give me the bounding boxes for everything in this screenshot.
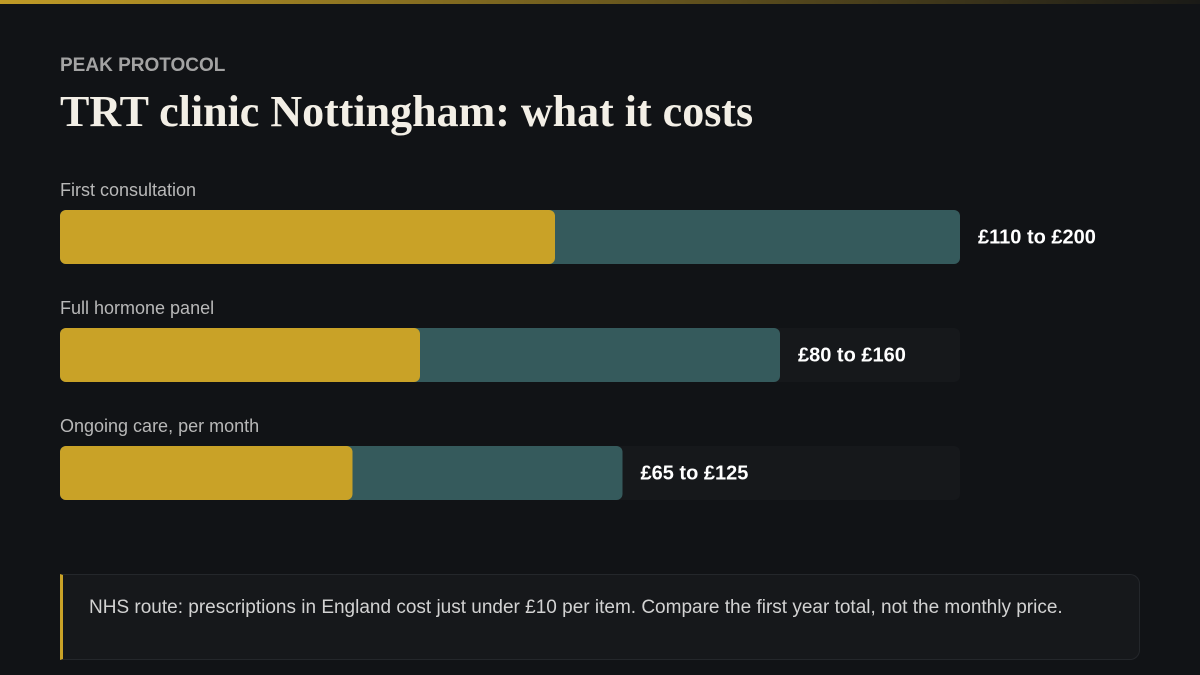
range-low: [60, 210, 555, 264]
chart-title: TRT clinic Nottingham: what it costs: [60, 87, 753, 136]
range-low: [60, 328, 420, 382]
category-label: Ongoing care, per month: [60, 416, 259, 436]
range-low: [60, 446, 353, 500]
value-label: £110 to £200: [978, 226, 1096, 248]
note: NHS route: prescriptions in England cost…: [60, 574, 1140, 660]
top-accent: [0, 0, 1200, 4]
value-label: £80 to £160: [798, 344, 906, 366]
kicker: PEAK PROTOCOL: [60, 55, 226, 76]
value-label: £65 to £125: [641, 462, 749, 484]
category-label: First consultation: [60, 180, 196, 200]
category-label: Full hormone panel: [60, 298, 214, 318]
